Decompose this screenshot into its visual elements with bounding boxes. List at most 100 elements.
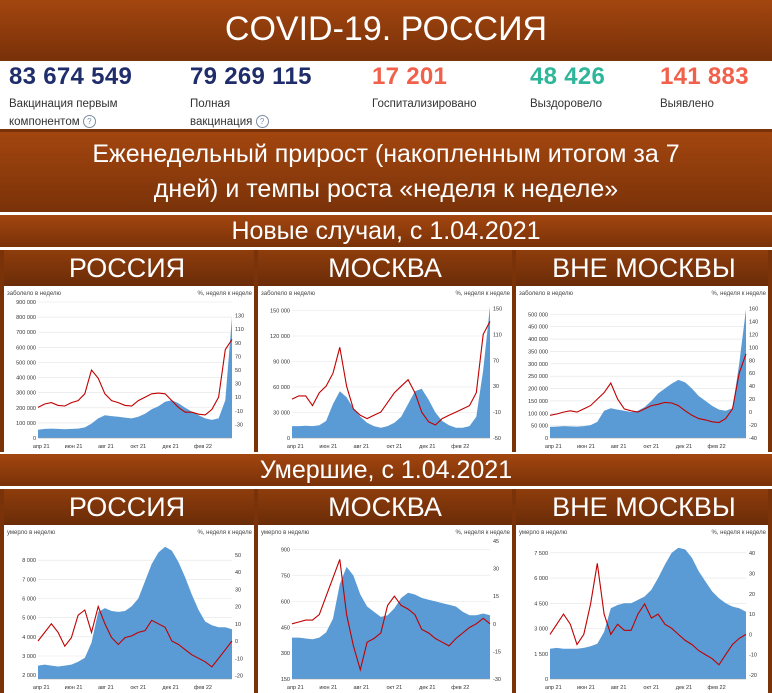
y-tick-label: 150	[281, 677, 290, 683]
y-tick-label: 60 000	[273, 385, 290, 391]
y-tick-label: 7 000	[22, 577, 36, 583]
x-tick-label: июн 21	[577, 685, 595, 691]
divider	[512, 489, 516, 693]
y2-tick-label: -10	[235, 656, 243, 662]
y2-tick-label: 70	[493, 358, 499, 364]
x-tick-label: дек 21	[162, 444, 178, 450]
x-tick-label: дек 21	[419, 444, 435, 450]
stat-label: Выявлено	[660, 98, 714, 110]
y2-tick-label: 10	[235, 395, 241, 401]
help-icon[interactable]: ?	[255, 115, 269, 129]
y2-tick-label: 150	[493, 306, 502, 312]
y-tick-label: 150 000	[528, 399, 548, 405]
y-tick-label: 0	[33, 436, 36, 442]
y-tick-label: 50 000	[531, 424, 548, 430]
y-tick-label: 2 000	[22, 673, 36, 679]
main-title: COVID-19. РОССИЯ	[0, 0, 772, 58]
chart-deaths-moscow: умерло в неделю%, неделя к неделе1503004…	[261, 530, 511, 691]
y2-tick-label: 30	[235, 382, 241, 388]
right-axis-label: %, неделя к неделе	[197, 291, 252, 297]
y2-tick-label: -15	[493, 649, 501, 655]
y2-tick-label: 15	[493, 594, 499, 600]
line-series	[549, 563, 747, 666]
y2-tick-label: 50	[235, 553, 241, 559]
y2-tick-label: 50	[235, 368, 241, 374]
stat-label: Выздоровело	[530, 98, 603, 110]
stat-label-line2: компонентом	[9, 116, 80, 128]
stat-value: 17 201	[372, 63, 448, 90]
y2-tick-label: 110	[235, 327, 244, 333]
left-axis-label: заболело в неделю	[261, 291, 315, 297]
region-header-moscow: МОСКВА	[258, 489, 512, 525]
y2-tick-label: 20	[235, 605, 241, 611]
x-tick-label: окт 21	[643, 444, 659, 450]
y-tick-label: 400 000	[528, 337, 548, 343]
y-tick-label: 6 000	[22, 597, 36, 603]
region-header-russia: РОССИЯ	[0, 250, 254, 286]
y2-tick-label: -20	[749, 673, 757, 679]
y-tick-label: 3 000	[22, 654, 36, 660]
y2-tick-label: 120	[749, 332, 758, 338]
x-tick-label: апр 21	[287, 444, 304, 450]
x-tick-label: дек 21	[162, 685, 178, 691]
line-series	[37, 604, 233, 668]
stat-hospitalized: 17 201 Госпитализировано	[372, 63, 477, 113]
stat-label: Полная вакцинация ?	[190, 95, 312, 131]
divider	[254, 489, 258, 693]
x-tick-label: июн 21	[319, 444, 337, 450]
y2-tick-label: 40	[749, 551, 755, 557]
stat-vaccination-first: 83 674 549 Вакцинация первым компонентом…	[9, 63, 132, 131]
y2-tick-label: 40	[749, 384, 755, 390]
y-tick-label: 100 000	[16, 421, 36, 427]
y-tick-label: 3 000	[534, 627, 548, 633]
x-tick-label: авг 21	[353, 444, 369, 450]
y-tick-label: 200 000	[528, 387, 548, 393]
y-tick-label: 900	[281, 548, 290, 554]
stat-label-line1: Полная	[190, 98, 231, 110]
y2-tick-label: 30	[235, 587, 241, 593]
y-tick-label: 100 000	[528, 411, 548, 417]
y-tick-label: 5 000	[22, 616, 36, 622]
y2-tick-label: 130	[235, 314, 244, 320]
stat-value: 83 674 549	[9, 63, 133, 90]
y2-tick-label: -30	[235, 422, 243, 428]
y-tick-label: 90 000	[273, 360, 290, 366]
weekly-heading-line1: Еженедельный прирост (накопленным итогом…	[92, 140, 680, 168]
y2-tick-label: 0	[749, 632, 752, 638]
y2-tick-label: 110	[493, 332, 502, 338]
x-tick-label: дек 21	[676, 444, 692, 450]
y-tick-label: 750	[281, 574, 290, 580]
left-axis-label: умерло в неделю	[519, 530, 568, 536]
divider	[0, 250, 4, 452]
y2-tick-label: 70	[235, 354, 241, 360]
divider	[512, 250, 516, 452]
chart-cases-russia: заболело в неделю %, неделя к неделе 0 100 …	[7, 291, 253, 450]
y-tick-label: 800 000	[16, 315, 36, 321]
y2-tick-label: 20	[749, 592, 755, 598]
x-tick-label: фев 22	[194, 685, 212, 691]
y-tick-label: 400 000	[16, 376, 36, 382]
y2-tick-label: 10	[749, 612, 755, 618]
y-tick-label: 8 000	[22, 558, 36, 564]
x-tick-label: июн 21	[65, 685, 83, 691]
help-icon[interactable]: ?	[82, 115, 96, 129]
x-tick-label: авг 21	[98, 685, 114, 691]
left-axis-label: заболело в неделю	[7, 291, 61, 297]
x-tick-label: фев 22	[708, 444, 726, 450]
y-tick-label: 120 000	[270, 334, 290, 340]
divider	[254, 250, 258, 452]
y-tick-label: 450 000	[528, 325, 548, 331]
y2-tick-label: -10	[493, 410, 501, 416]
chart-deaths-russia: умерло в неделю %, неделя к неделе 2 000 3 …	[7, 530, 253, 691]
y2-tick-label: 20	[749, 397, 755, 403]
right-axis-label: %, неделя к неделе	[711, 291, 766, 297]
stat-vaccination-full: 79 269 115 Полная вакцинация ?	[190, 63, 312, 131]
y-tick-label: 250 000	[528, 374, 548, 380]
y2-tick-label: -20	[749, 423, 757, 429]
chart-panel-deaths-outside: умерло в неделю %, неделя к неделе 0 1 500 3…	[516, 525, 768, 693]
stat-value: 48 426	[530, 63, 606, 90]
region-header-moscow: МОСКВА	[258, 250, 512, 286]
x-tick-label: апр 21	[287, 685, 304, 691]
divider	[0, 489, 4, 693]
y-tick-label: 150 000	[270, 309, 290, 315]
